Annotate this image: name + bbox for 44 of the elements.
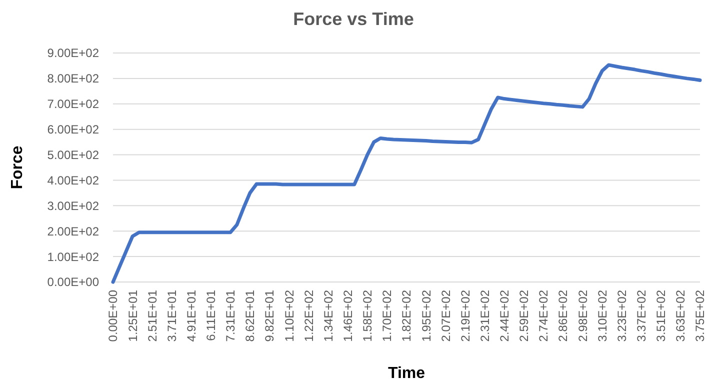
line-series [111, 63, 702, 284]
y-tick-label: 6.00E+02 [47, 122, 100, 137]
x-tick-label: 1.82E+02 [400, 290, 414, 342]
x-tick-label: 3.63E+02 [674, 290, 688, 342]
x-tick-label: 3.71E+01 [164, 290, 179, 342]
x-tick-label: 2.44E+02 [498, 290, 512, 342]
x-tick-label: 4.91E+01 [184, 290, 198, 342]
x-tick-label: 2.86E+02 [556, 290, 570, 342]
x-tick-label: 7.31E+01 [224, 290, 238, 342]
x-tick-label: 2.31E+02 [478, 290, 492, 342]
y-tick-label: 9.00E+02 [47, 46, 100, 60]
x-tick-label: 2.98E+02 [576, 290, 590, 342]
y-tick-label: 7.00E+02 [47, 97, 100, 112]
y-tick-label: 5.00E+02 [47, 148, 100, 162]
x-tick-label: 2.19E+02 [458, 290, 472, 342]
y-axis-title: Force [9, 146, 26, 190]
y-tick-label: 2.00E+02 [47, 224, 100, 238]
x-tick-label: 1.10E+02 [282, 290, 296, 342]
x-tick-label: 1.46E+02 [341, 290, 355, 342]
x-tick-label: 6.11E+01 [204, 290, 218, 341]
chart-title: Force vs Time [293, 9, 414, 29]
x-tick-label: 1.34E+02 [321, 290, 336, 342]
y-tick-label: 4.00E+02 [47, 173, 100, 188]
x-tick-label: 3.75E+02 [693, 290, 707, 342]
x-tick-label: 3.23E+02 [614, 290, 629, 342]
y-tick-label: 0.00E+00 [47, 275, 100, 290]
y-tick-label: 1.00E+02 [47, 250, 100, 264]
x-tick-label: 9.82E+01 [262, 290, 277, 342]
y-tick-label: 8.00E+02 [47, 72, 100, 86]
x-tick-label: 1.95E+02 [419, 290, 434, 342]
x-tick-label: 3.37E+02 [634, 290, 648, 342]
x-tick-label: 2.07E+02 [438, 290, 453, 342]
x-axis-title: Time [388, 365, 426, 382]
y-tick-label: 3.00E+02 [47, 198, 100, 213]
x-tick-label: 3.51E+02 [654, 290, 668, 342]
x-tick-label: 1.58E+02 [360, 290, 375, 342]
x-tick-label: 1.70E+02 [380, 290, 394, 342]
x-tick-label: 2.51E+01 [145, 290, 160, 342]
x-tick-label: 1.25E+01 [126, 290, 140, 342]
x-tick-label: 8.62E+01 [243, 290, 258, 342]
x-tick-label: 3.10E+02 [595, 290, 610, 342]
x-tick-label: 2.74E+02 [536, 290, 551, 342]
x-tick-label: 2.59E+02 [517, 290, 532, 342]
x-tick-label: 1.22E+02 [302, 290, 316, 342]
